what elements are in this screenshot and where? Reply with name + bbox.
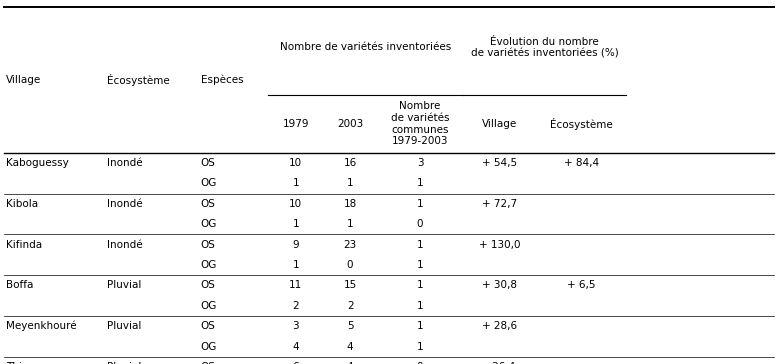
Text: 3: 3 [417, 158, 423, 168]
Text: 15: 15 [343, 280, 357, 290]
Text: + 84,4: + 84,4 [564, 158, 599, 168]
Text: Thia: Thia [6, 362, 29, 364]
Text: 16: 16 [343, 158, 357, 168]
Text: Écosystème: Écosystème [550, 118, 613, 130]
Text: Kifinda: Kifinda [6, 240, 42, 250]
Text: OG: OG [201, 301, 217, 311]
Text: 11: 11 [289, 280, 303, 290]
Text: 1: 1 [417, 280, 423, 290]
Text: + 130,0: + 130,0 [479, 240, 520, 250]
Text: 0: 0 [417, 362, 423, 364]
Text: 1: 1 [293, 260, 299, 270]
Text: 23: 23 [343, 240, 357, 250]
Text: OS: OS [201, 158, 216, 168]
Text: 0: 0 [347, 260, 353, 270]
Text: 6: 6 [293, 362, 299, 364]
Text: 4: 4 [293, 341, 299, 352]
Text: OS: OS [201, 362, 216, 364]
Text: OG: OG [201, 219, 217, 229]
Text: Village: Village [6, 75, 41, 85]
Text: Inondé: Inondé [107, 158, 143, 168]
Text: Inondé: Inondé [107, 240, 143, 250]
Text: Espèces: Espèces [201, 75, 244, 85]
Text: Évolution du nombre
de variétés inventoriées (%): Évolution du nombre de variétés inventor… [471, 36, 619, 58]
Text: 9: 9 [293, 240, 299, 250]
Text: Nombre de variétés inventoriées: Nombre de variétés inventoriées [280, 42, 451, 52]
Text: 3: 3 [293, 321, 299, 331]
Text: - 36,4: - 36,4 [485, 362, 515, 364]
Text: 1: 1 [417, 240, 423, 250]
Text: + 72,7: + 72,7 [482, 199, 517, 209]
Text: + 30,8: + 30,8 [482, 280, 517, 290]
Text: OS: OS [201, 321, 216, 331]
Text: 1: 1 [293, 219, 299, 229]
Text: 1: 1 [347, 178, 353, 189]
Text: 1: 1 [417, 178, 423, 189]
Text: 18: 18 [343, 199, 357, 209]
Text: 4: 4 [347, 341, 353, 352]
Text: 2003: 2003 [337, 119, 363, 129]
Text: 1: 1 [417, 301, 423, 311]
Text: Inondé: Inondé [107, 199, 143, 209]
Text: 10: 10 [289, 158, 302, 168]
Text: Kibola: Kibola [6, 199, 38, 209]
Text: 1: 1 [347, 219, 353, 229]
Text: OG: OG [201, 260, 217, 270]
Text: Boffa: Boffa [6, 280, 33, 290]
Text: OS: OS [201, 280, 216, 290]
Text: Kaboguessy: Kaboguessy [6, 158, 69, 168]
Text: OS: OS [201, 199, 216, 209]
Text: 1: 1 [417, 199, 423, 209]
Text: + 28,6: + 28,6 [482, 321, 517, 331]
Text: Meyenkhouré: Meyenkhouré [6, 321, 77, 331]
Text: 1979: 1979 [282, 119, 309, 129]
Text: OG: OG [201, 178, 217, 189]
Text: Pluvial: Pluvial [107, 321, 142, 331]
Text: 1: 1 [417, 321, 423, 331]
Text: + 54,5: + 54,5 [482, 158, 517, 168]
Text: Nombre
de variétés
communes
1979-2003: Nombre de variétés communes 1979-2003 [391, 101, 450, 146]
Text: 5: 5 [347, 321, 353, 331]
Text: Écosystème: Écosystème [107, 74, 170, 86]
Text: 4: 4 [347, 362, 353, 364]
Text: OS: OS [201, 240, 216, 250]
Text: 10: 10 [289, 199, 302, 209]
Text: 2: 2 [347, 301, 353, 311]
Text: 1: 1 [417, 260, 423, 270]
Text: 1: 1 [417, 341, 423, 352]
Text: 2: 2 [293, 301, 299, 311]
Text: + 6,5: + 6,5 [567, 280, 596, 290]
Text: 1: 1 [293, 178, 299, 189]
Text: Village: Village [482, 119, 517, 129]
Text: Pluvial: Pluvial [107, 280, 142, 290]
Text: OG: OG [201, 341, 217, 352]
Text: 0: 0 [417, 219, 423, 229]
Text: Pluvial: Pluvial [107, 362, 142, 364]
